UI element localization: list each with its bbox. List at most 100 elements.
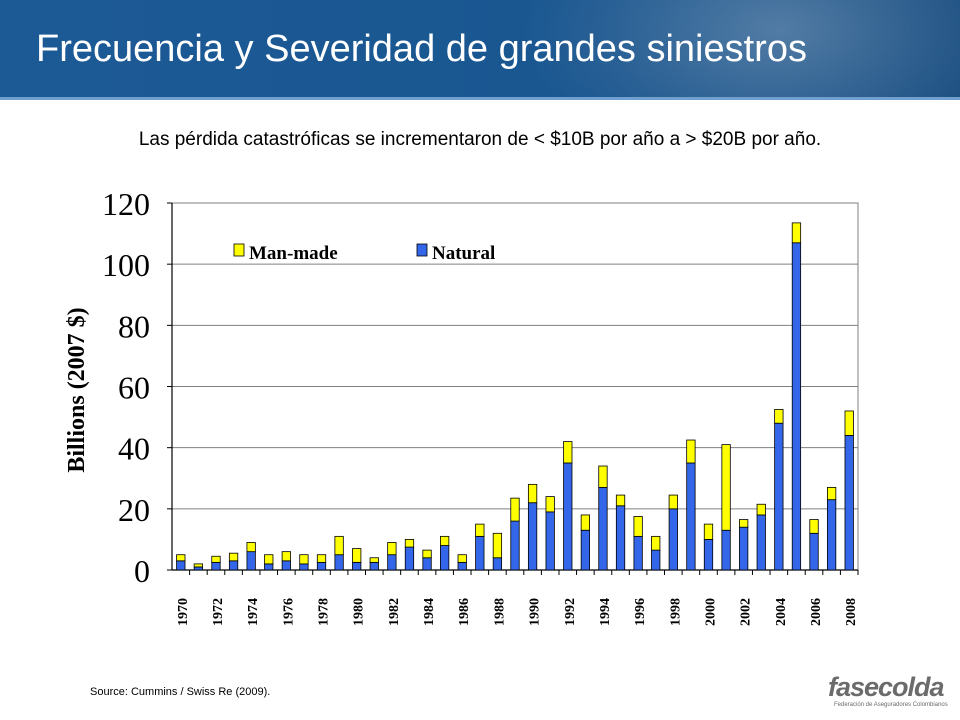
bar-natural-1971 bbox=[193, 566, 204, 571]
bar-natural-1995 bbox=[615, 505, 626, 571]
bar-natural-2001 bbox=[721, 529, 731, 571]
bar-natural-1981 bbox=[369, 561, 379, 571]
bar-manmade-1973 bbox=[228, 552, 239, 562]
bar-manmade-2005 bbox=[791, 222, 802, 244]
bar-manmade-1990 bbox=[527, 483, 538, 504]
bar-natural-1993 bbox=[580, 529, 590, 571]
bar-natural-2005 bbox=[791, 242, 802, 571]
bar-manmade-1998 bbox=[668, 494, 678, 510]
x-tick-label: 1994 bbox=[598, 598, 613, 626]
bar-natural-1977 bbox=[299, 563, 309, 571]
y-tick-label: 60 bbox=[118, 370, 150, 406]
bar-natural-2002 bbox=[739, 526, 749, 571]
x-tick-label: 1986 bbox=[457, 598, 472, 626]
x-tick-label: 1998 bbox=[668, 598, 683, 626]
bar-manmade-1995 bbox=[615, 494, 626, 507]
bar-natural-2006 bbox=[809, 532, 819, 571]
bar-manmade-2004 bbox=[774, 409, 784, 424]
x-tick-label: 1980 bbox=[352, 598, 367, 626]
y-tick-label: 80 bbox=[118, 308, 150, 344]
bar-natural-2008 bbox=[844, 435, 854, 571]
bar-natural-1987 bbox=[475, 535, 485, 571]
legend-swatch-man-made bbox=[233, 243, 245, 257]
bar-manmade-1994 bbox=[598, 465, 608, 488]
bar-natural-1982 bbox=[387, 554, 397, 571]
bar-natural-1983 bbox=[404, 546, 415, 571]
y-tick-label: 20 bbox=[118, 492, 150, 528]
bar-manmade-2006 bbox=[809, 519, 819, 534]
y-tick-label: 0 bbox=[134, 553, 150, 589]
legend-label-natural: Natural bbox=[432, 243, 495, 264]
x-tick-label: 2000 bbox=[703, 598, 718, 626]
x-tick-label: 2004 bbox=[774, 598, 789, 626]
bar-manmade-1988 bbox=[492, 532, 503, 559]
bar-manmade-1980 bbox=[352, 548, 362, 563]
legend-label-man-made: Man-made bbox=[249, 243, 338, 264]
x-tick-label: 1988 bbox=[492, 598, 507, 626]
bar-manmade-1999 bbox=[686, 439, 696, 464]
bar-manmade-1989 bbox=[510, 497, 520, 522]
bar-manmade-1981 bbox=[369, 557, 379, 563]
bar-manmade-2008 bbox=[844, 410, 854, 436]
bar-natural-1991 bbox=[545, 511, 555, 571]
bar-natural-1972 bbox=[211, 561, 221, 571]
bar-manmade-1997 bbox=[651, 535, 661, 551]
bar-natural-1996 bbox=[633, 535, 643, 571]
bar-manmade-2001 bbox=[721, 444, 731, 531]
bar-natural-1997 bbox=[651, 549, 661, 571]
bar-natural-1975 bbox=[264, 563, 274, 571]
bar-manmade-2003 bbox=[756, 503, 766, 516]
bar-manmade-1974 bbox=[246, 542, 256, 553]
bar-natural-1974 bbox=[246, 551, 256, 571]
y-tick-label: 40 bbox=[118, 431, 150, 467]
bar-manmade-1975 bbox=[264, 554, 274, 565]
bar-natural-1985 bbox=[440, 545, 450, 571]
x-tick-label: 1992 bbox=[563, 598, 578, 626]
bar-natural-1998 bbox=[668, 508, 678, 571]
bar-manmade-1977 bbox=[299, 554, 309, 565]
x-tick-label: 1970 bbox=[176, 598, 191, 626]
bar-natural-1999 bbox=[686, 462, 696, 571]
bar-manmade-1971 bbox=[193, 563, 204, 568]
bar-manmade-1991 bbox=[545, 496, 555, 513]
bar-manmade-1972 bbox=[211, 555, 221, 563]
bar-manmade-1982 bbox=[387, 542, 397, 556]
bar-natural-1992 bbox=[563, 462, 573, 571]
bar-natural-1978 bbox=[316, 561, 327, 571]
x-tick-label: 1990 bbox=[528, 598, 543, 626]
bar-manmade-2000 bbox=[703, 523, 714, 540]
y-axis-label: Billions (2007 $) bbox=[64, 307, 90, 472]
bar-natural-1973 bbox=[228, 560, 239, 571]
bar-natural-1984 bbox=[422, 557, 432, 571]
slide-title: Frecuencia y Severidad de grandes sinies… bbox=[36, 28, 807, 70]
x-tick-label: 2006 bbox=[809, 598, 824, 626]
bar-natural-2000 bbox=[703, 539, 714, 571]
x-tick-label: 1982 bbox=[387, 598, 402, 626]
legend-swatch-natural bbox=[416, 243, 428, 257]
bar-manmade-1993 bbox=[580, 514, 590, 531]
bar-manmade-1996 bbox=[633, 516, 643, 537]
bar-manmade-1992 bbox=[563, 441, 573, 464]
bar-manmade-1986 bbox=[457, 554, 467, 563]
header-stripe bbox=[0, 97, 960, 100]
bar-natural-1994 bbox=[598, 487, 608, 571]
header-glow bbox=[520, 0, 960, 100]
bar-natural-1990 bbox=[527, 502, 538, 571]
fasecolda-logo: fasecolda Federación de Aseguradores Col… bbox=[828, 672, 948, 712]
bar-manmade-1985 bbox=[440, 535, 450, 546]
logo-subtext: Federación de Aseguradores Colombianos bbox=[834, 702, 948, 708]
chart-legend: Man-made Natural bbox=[233, 243, 495, 264]
bar-manmade-1978 bbox=[316, 554, 327, 563]
x-tick-label: 2008 bbox=[844, 598, 859, 626]
bar-natural-2004 bbox=[774, 422, 784, 571]
x-tick-label: 1974 bbox=[246, 598, 261, 626]
x-tick-label: 2002 bbox=[739, 598, 754, 626]
bar-manmade-1987 bbox=[475, 523, 485, 537]
bar-natural-1988 bbox=[492, 557, 503, 571]
x-tick-label: 1996 bbox=[633, 598, 648, 626]
bar-natural-1979 bbox=[334, 554, 344, 571]
source-note: Source: Cummins / Swiss Re (2009). bbox=[90, 686, 271, 698]
bar-natural-1980 bbox=[352, 561, 362, 571]
bar-manmade-1983 bbox=[404, 539, 415, 548]
